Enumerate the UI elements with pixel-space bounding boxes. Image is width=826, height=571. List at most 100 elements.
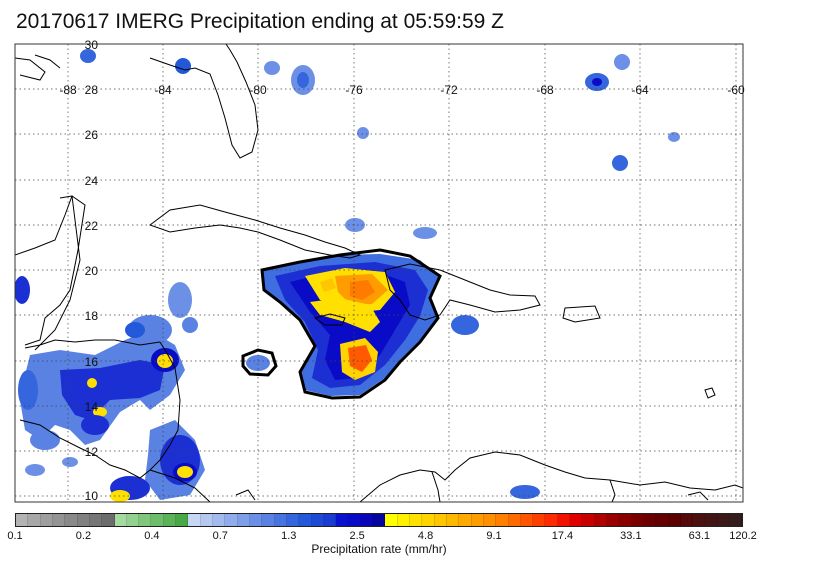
colorbar-tick-label: 2.5 xyxy=(349,530,365,542)
colorbar-swatch xyxy=(545,514,558,526)
colorbar-swatch xyxy=(323,514,337,526)
colorbar-swatch xyxy=(705,514,718,526)
colorbar-swatch xyxy=(237,514,250,526)
lat-label: 18 xyxy=(85,309,99,323)
lat-label: 24 xyxy=(85,174,99,188)
lon-label: -84 xyxy=(154,83,172,97)
colorbar-swatch xyxy=(274,514,287,526)
haiti-jamaica-system xyxy=(262,254,440,396)
colorbar-tick-label: 17.4 xyxy=(551,530,574,542)
lat-label: 16 xyxy=(85,355,99,369)
colorbar-swatch xyxy=(410,514,423,526)
colorbar-swatch xyxy=(77,514,90,526)
precip-field-layer xyxy=(15,49,680,502)
colorbar-swatch xyxy=(385,514,398,526)
latitude-labels: 30 28 26 24 22 20 18 16 14 12 10 xyxy=(85,38,99,503)
colorbar-swatch xyxy=(311,514,324,526)
colorbar-swatch xyxy=(65,514,78,526)
nicaragua-cluster xyxy=(25,420,205,502)
colorbar-swatch xyxy=(102,514,115,526)
colorbar-swatch xyxy=(114,514,127,526)
colorbar-swatch xyxy=(730,514,743,526)
colorbar-swatch xyxy=(89,514,103,526)
lat-label: 20 xyxy=(85,264,99,278)
lon-label: -80 xyxy=(249,83,267,97)
colorbar-tick-label: 9.1 xyxy=(486,530,502,542)
colorbar-swatch xyxy=(570,514,583,526)
colorbar-swatch xyxy=(459,514,472,526)
scattered-cells xyxy=(80,49,680,499)
colorbar-swatch xyxy=(631,514,644,526)
threshold-contours xyxy=(241,248,442,400)
colorbar-swatch xyxy=(151,514,164,526)
colorbar-label: Precipitation rate (mm/hr) xyxy=(311,542,447,556)
colorbar-tick-label: 1.3 xyxy=(281,530,297,542)
colorbar-swatch xyxy=(668,514,681,526)
colorbar-swatch xyxy=(717,514,731,526)
colorbar-swatch xyxy=(508,514,521,526)
lat-label: 26 xyxy=(85,128,99,142)
colorbar-swatch xyxy=(607,514,620,526)
colorbar-swatch xyxy=(348,514,361,526)
colorbar-swatch xyxy=(557,514,571,526)
colorbar-swatch xyxy=(594,514,607,526)
colorbar-swatch xyxy=(471,514,484,526)
colorbar-swatch xyxy=(299,514,312,526)
longitude-labels: -88 -84 -80 -76 -72 -68 -64 -60 xyxy=(59,83,745,97)
colorbar-swatch xyxy=(533,514,546,526)
colorbar-tick-label: 4.8 xyxy=(417,530,434,542)
colorbar-swatch xyxy=(176,514,189,526)
colorbar-swatch xyxy=(434,514,447,526)
colorbar-swatch xyxy=(336,514,349,526)
puerto-rico-east-cell xyxy=(451,315,479,335)
lat-label: 14 xyxy=(85,400,99,414)
colorbar-swatch xyxy=(373,514,386,526)
colorbar-swatch xyxy=(656,514,669,526)
colorbar-swatch xyxy=(225,514,238,526)
colorbar-swatch xyxy=(483,514,497,526)
colorbar-tick-label: 0.7 xyxy=(212,530,228,542)
lat-label: 28 xyxy=(85,83,99,97)
colorbar-swatch xyxy=(582,514,595,526)
colorbar-tick-label: 0.1 xyxy=(7,530,23,542)
colorbar-swatch xyxy=(52,514,66,526)
colorbar-swatch xyxy=(213,514,226,526)
lat-label: 30 xyxy=(85,38,99,52)
lon-label: -72 xyxy=(440,83,458,97)
colorbar-swatch xyxy=(139,514,152,526)
colorbar-swatch xyxy=(200,514,213,526)
colorbar-ticks: 0.1 0.2 0.4 0.7 1.3 2.5 4.8 9.1 17.4 33.… xyxy=(7,530,756,544)
colorbar-swatch xyxy=(520,514,534,526)
colorbar-swatch xyxy=(693,514,706,526)
coastlines xyxy=(15,44,743,502)
lat-label: 10 xyxy=(85,489,99,503)
jamaica-west-cell xyxy=(246,355,270,371)
lon-label: -64 xyxy=(631,83,649,97)
plot-title: 20170617 IMERG Precipitation ending at 0… xyxy=(16,10,504,33)
lon-label: -60 xyxy=(727,83,745,97)
colorbar-swatch xyxy=(286,514,300,526)
colorbar-swatch xyxy=(496,514,509,526)
colorbar-swatch xyxy=(360,514,374,526)
colorbar-tick-label: 63.1 xyxy=(688,530,711,542)
colorbar-swatch xyxy=(126,514,140,526)
colorbar-tick-label: 0.4 xyxy=(144,530,160,542)
colorbar-swatch xyxy=(249,514,263,526)
colorbar-swatch xyxy=(262,514,275,526)
colorbar-tick-label: 0.2 xyxy=(75,530,92,542)
colorbar-swatch xyxy=(163,514,177,526)
honduras-cluster xyxy=(15,276,198,450)
colorbar-swatch xyxy=(28,514,41,526)
lat-label: 12 xyxy=(85,445,99,459)
colorbar-swatch xyxy=(446,514,460,526)
lon-label: -76 xyxy=(345,83,363,97)
lon-label: -68 xyxy=(536,83,554,97)
colorbar-swatch xyxy=(680,514,694,526)
colorbar-swatch xyxy=(40,514,53,526)
colorbar-tick-label: 33.1 xyxy=(620,530,642,542)
colorbar-swatch xyxy=(397,514,410,526)
colorbar-swatch xyxy=(188,514,201,526)
colorbar-tick-label: 120.2 xyxy=(729,530,757,542)
colorbar-swatch xyxy=(422,514,435,526)
